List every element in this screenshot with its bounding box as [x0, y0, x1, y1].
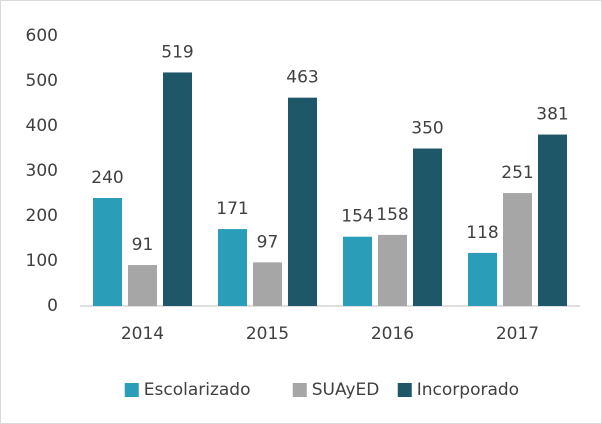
legend-label: SUAyED	[312, 380, 380, 400]
bar	[468, 252, 497, 306]
legend-swatch	[397, 383, 412, 397]
bar	[538, 134, 567, 306]
value-label: 251	[501, 163, 533, 183]
y-tick-label: 200	[26, 206, 58, 226]
bar	[253, 262, 282, 306]
value-label: 240	[91, 168, 123, 188]
value-label: 171	[216, 199, 248, 219]
value-label: 463	[286, 68, 318, 88]
y-tick-label: 0	[47, 296, 58, 316]
value-label: 158	[376, 205, 408, 225]
y-tick-label: 600	[26, 26, 58, 46]
value-label: 91	[132, 235, 154, 255]
legend-label: Escolarizado	[144, 380, 251, 400]
x-tick-label: 2017	[496, 324, 539, 344]
y-tick-label: 100	[26, 251, 58, 271]
value-label: 97	[257, 232, 279, 252]
bar	[128, 265, 157, 306]
value-label: 118	[466, 223, 498, 243]
x-tick-label: 2015	[246, 324, 289, 344]
bar	[413, 148, 442, 306]
bar	[343, 236, 372, 306]
legend-swatch	[292, 383, 307, 397]
value-label: 154	[341, 207, 373, 227]
bar	[163, 72, 192, 306]
y-tick-label: 400	[26, 116, 58, 136]
x-tick-label: 2016	[371, 324, 414, 344]
legend-label: Incorporado	[417, 380, 519, 400]
value-label: 381	[536, 105, 568, 125]
bar	[378, 234, 407, 306]
y-tick-label: 500	[26, 71, 58, 91]
x-tick-label: 2014	[121, 324, 164, 344]
value-label: 350	[411, 119, 443, 139]
y-tick-label: 300	[26, 161, 58, 181]
legend-swatch	[124, 383, 139, 397]
value-label: 519	[161, 42, 193, 62]
bar	[218, 229, 247, 306]
bar	[93, 198, 122, 306]
bar	[288, 97, 317, 307]
bar	[503, 193, 532, 306]
